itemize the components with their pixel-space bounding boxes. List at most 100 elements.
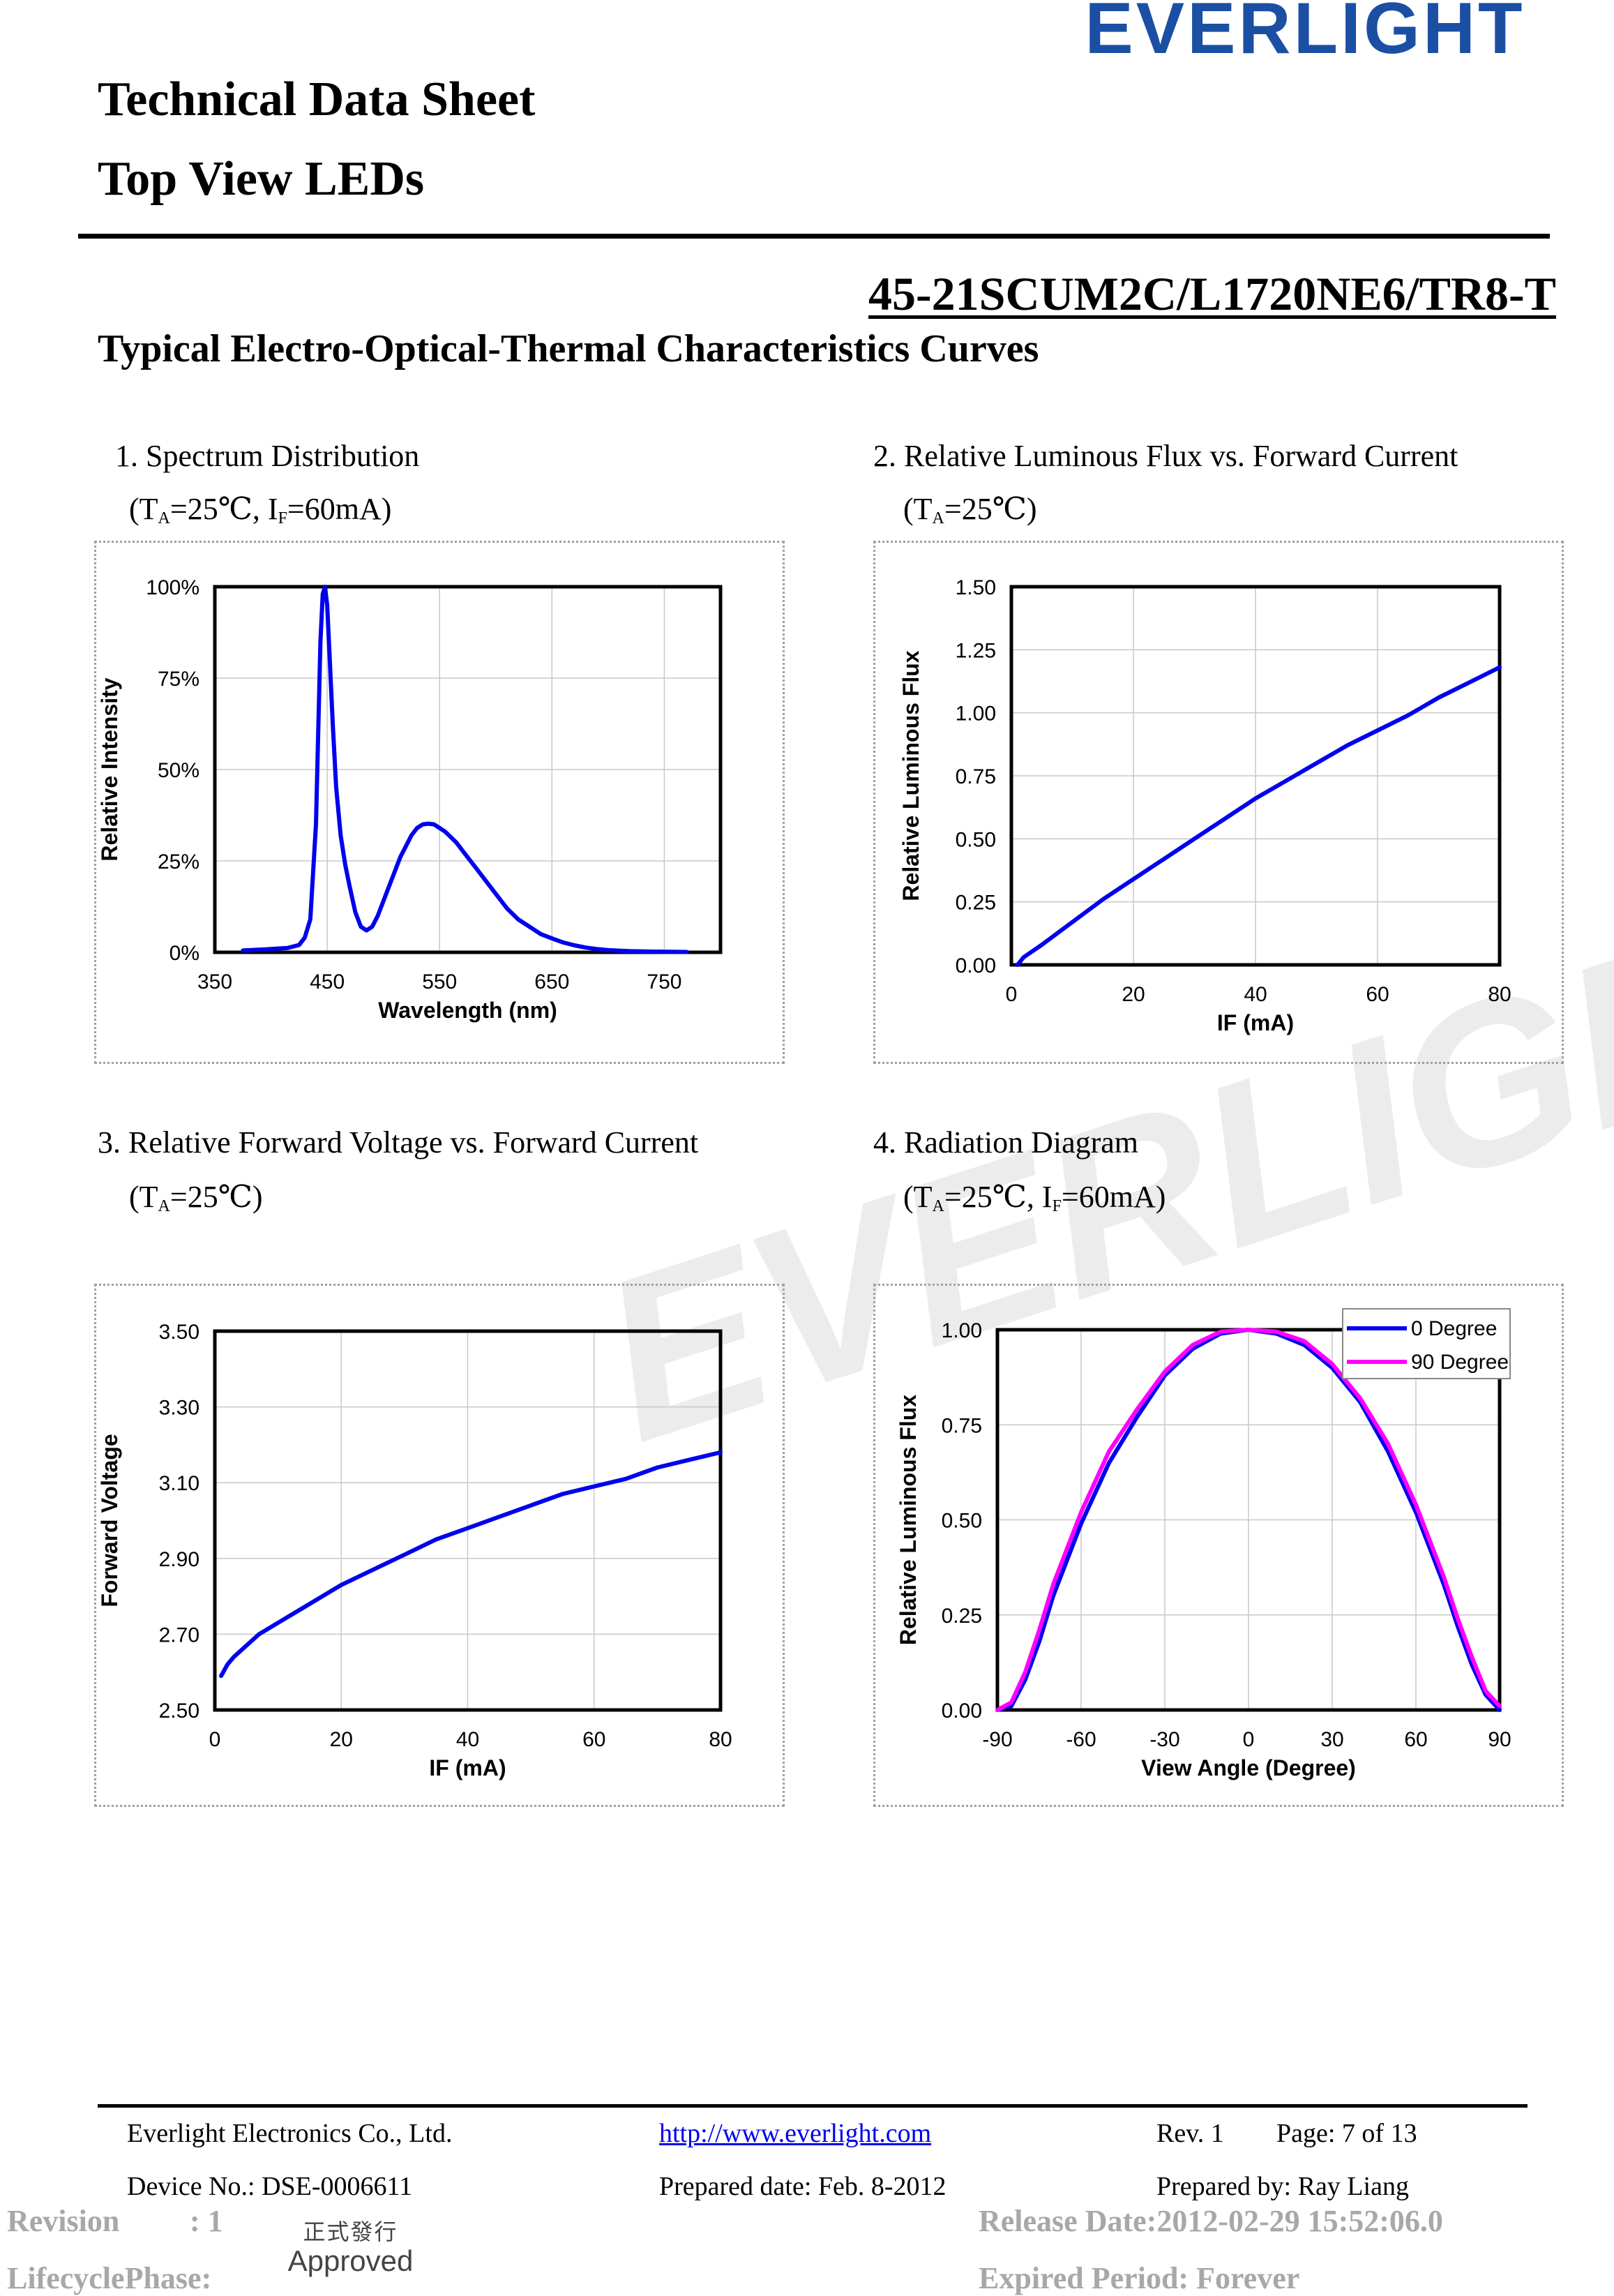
doc-title: Technical Data Sheet: [98, 73, 536, 126]
caption-1-title: 1. Spectrum Distribution: [115, 439, 420, 473]
x-tick-label: 40: [1244, 983, 1267, 1006]
caption-4-title: 4. Radiation Diagram: [873, 1125, 1139, 1160]
caption-1-condition: (TA=25℃, IF=60mA): [129, 492, 392, 527]
x-tick-label: 60: [1366, 983, 1389, 1006]
y-tick-label: 0%: [169, 942, 199, 965]
expired-period: Expired Period: Forever: [979, 2261, 1300, 2295]
series-line: [1015, 665, 1502, 967]
y-axis-label: Forward Voltage: [97, 1434, 122, 1607]
y-axis-label: Relative Luminous Flux: [898, 650, 923, 901]
y-tick-label: 0.75: [956, 765, 996, 788]
caption-3-title: 3. Relative Forward Voltage vs. Forward …: [98, 1125, 699, 1160]
revision-value: : 1: [190, 2204, 223, 2238]
footer-rev: Rev. 1: [1156, 2119, 1224, 2148]
doc-subtitle: Top View LEDs: [98, 152, 425, 206]
y-tick-label: 3.30: [159, 1397, 199, 1420]
chart-panel-spectrum: 0% 25% 50% 75% 100% 350 450 550 650 750 Wavelength…: [94, 541, 785, 1064]
header-rule: [78, 234, 1550, 239]
footer-company: Everlight Electronics Co., Ltd.: [127, 2119, 453, 2148]
y-axis-label: Relative Luminous Flux: [896, 1395, 921, 1645]
legend-entry: 90 Degree: [1411, 1351, 1509, 1374]
plot-frame: [1009, 585, 1502, 967]
y-tick-label: 25%: [158, 850, 199, 873]
approved-stamp: 正式發行 Approved: [276, 2214, 425, 2276]
part-number: 45-21SCUM2C/L1720NE6/TR8-T: [868, 267, 1557, 320]
y-tick-label: 1.00: [942, 1319, 982, 1342]
footer-url-link[interactable]: http://www.everlight.com: [659, 2119, 932, 2148]
stamp-chinese-text: 正式發行: [303, 2219, 398, 2245]
y-tick-label: 75%: [158, 668, 199, 691]
x-tick-label: 80: [1488, 983, 1511, 1006]
radiation-diagram-chart: 0.00 0.25 0.50 0.75 1.00 -90 -60 -30 0 30 60 90 View…: [896, 1308, 1511, 1780]
x-axis-label: IF (mA): [429, 1755, 506, 1780]
plot-frame: [213, 1329, 723, 1712]
series-line-90-degree: [995, 1328, 1502, 1712]
legend-entry: 0 Degree: [1411, 1317, 1497, 1340]
caption-3-condition: (TA=25℃): [129, 1180, 263, 1215]
x-tick-label: 0: [1006, 983, 1018, 1006]
x-tick-label: 60: [582, 1728, 605, 1751]
x-tick-label: 650: [534, 970, 569, 993]
caption-4-condition: (TA=25℃, IF=60mA): [903, 1180, 1166, 1215]
y-tick-label: 3.10: [159, 1472, 199, 1495]
y-tick-label: 2.50: [159, 1700, 199, 1723]
x-tick-label: 750: [647, 970, 681, 993]
y-tick-label: 0.00: [956, 954, 996, 977]
footer-rule: [98, 2104, 1528, 2108]
y-tick-label: 1.00: [956, 703, 996, 726]
y-tick-label: 0.25: [942, 1605, 982, 1628]
footer-page: Page: 7 of 13: [1276, 2119, 1417, 2148]
y-tick-label: 2.90: [159, 1548, 199, 1571]
x-tick-label: 550: [422, 970, 457, 993]
x-tick-label: 90: [1488, 1728, 1511, 1751]
y-axis-label: Relative Intensity: [97, 677, 122, 861]
section-title: Typical Electro-Optical-Thermal Characte…: [98, 327, 1039, 370]
chart-panel-flux-vs-current: 0.00 0.25 0.50 0.75 1.00 1.25 1.50 0 20 40 60 80 IF …: [873, 541, 1564, 1064]
flux-vs-current-chart: 0.00 0.25 0.50 0.75 1.00 1.25 1.50 0 20 40 60 80 IF …: [898, 576, 1511, 1035]
y-tick-label: 2.70: [159, 1623, 199, 1646]
spectrum-chart: 0% 25% 50% 75% 100% 350 450 550 650 750 Wavelength…: [97, 576, 723, 1023]
caption-2-title: 2. Relative Luminous Flux vs. Forward Cu…: [873, 439, 1458, 473]
series-line: [219, 1450, 723, 1679]
x-tick-label: 450: [310, 970, 345, 993]
release-date: Release Date:2012-02-29 15:52:06.0: [979, 2204, 1443, 2238]
x-tick-label: 20: [1122, 983, 1145, 1006]
series-line: [241, 585, 689, 954]
caption-2-condition: (TA=25℃): [903, 492, 1037, 527]
everlight-logo: EVERLIGHT: [1085, 0, 1525, 61]
x-tick-label: 0: [209, 1728, 221, 1751]
x-tick-label: 350: [197, 970, 232, 993]
x-tick-label: 0: [1243, 1728, 1255, 1751]
logo-text: EVERLIGHT: [1085, 0, 1525, 61]
revision-label: Revision: [7, 2204, 120, 2238]
x-axis-label: View Angle (Degree): [1141, 1755, 1356, 1780]
y-tick-label: 0.50: [956, 828, 996, 851]
x-tick-label: -90: [982, 1728, 1012, 1751]
y-tick-label: 1.25: [956, 639, 996, 662]
footer-prepared-by: Prepared by: Ray Liang: [1156, 2172, 1409, 2201]
x-tick-label: 40: [456, 1728, 479, 1751]
legend-box: [1342, 1308, 1511, 1379]
y-tick-label: 0.50: [942, 1510, 982, 1533]
y-tick-label: 0.00: [942, 1700, 982, 1723]
y-tick-label: 100%: [146, 576, 199, 599]
lifecycle-label: LifecyclePhase:: [7, 2261, 212, 2295]
plot-frame: [213, 585, 723, 954]
chart-legend: 0 Degree 90 Degree: [1342, 1308, 1511, 1379]
x-axis-label: Wavelength (nm): [378, 998, 557, 1023]
x-tick-label: 20: [330, 1728, 353, 1751]
x-tick-label: 80: [709, 1728, 732, 1751]
chart-panel-voltage-vs-current: 2.50 2.70 2.90 3.10 3.30 3.50 0 20 40 60 80 IF (mA)…: [94, 1284, 785, 1807]
y-tick-label: 1.50: [956, 576, 996, 599]
y-tick-label: 0.25: [956, 892, 996, 915]
footer-prepared-date: Prepared date: Feb. 8-2012: [659, 2172, 946, 2201]
voltage-vs-current-chart: 2.50 2.70 2.90 3.10 3.30 3.50 0 20 40 60 80 IF (mA)…: [97, 1321, 732, 1780]
chart-panel-radiation: 0.00 0.25 0.50 0.75 1.00 -90 -60 -30 0 30 60 90 View…: [873, 1284, 1564, 1807]
y-tick-label: 50%: [158, 759, 199, 782]
x-tick-label: 30: [1320, 1728, 1343, 1751]
x-tick-label: -60: [1066, 1728, 1096, 1751]
footer-device-no: Device No.: DSE-0006611: [127, 2172, 413, 2201]
stamp-english-text: Approved: [287, 2244, 414, 2277]
x-tick-label: 60: [1404, 1728, 1427, 1751]
x-tick-label: -30: [1149, 1728, 1179, 1751]
